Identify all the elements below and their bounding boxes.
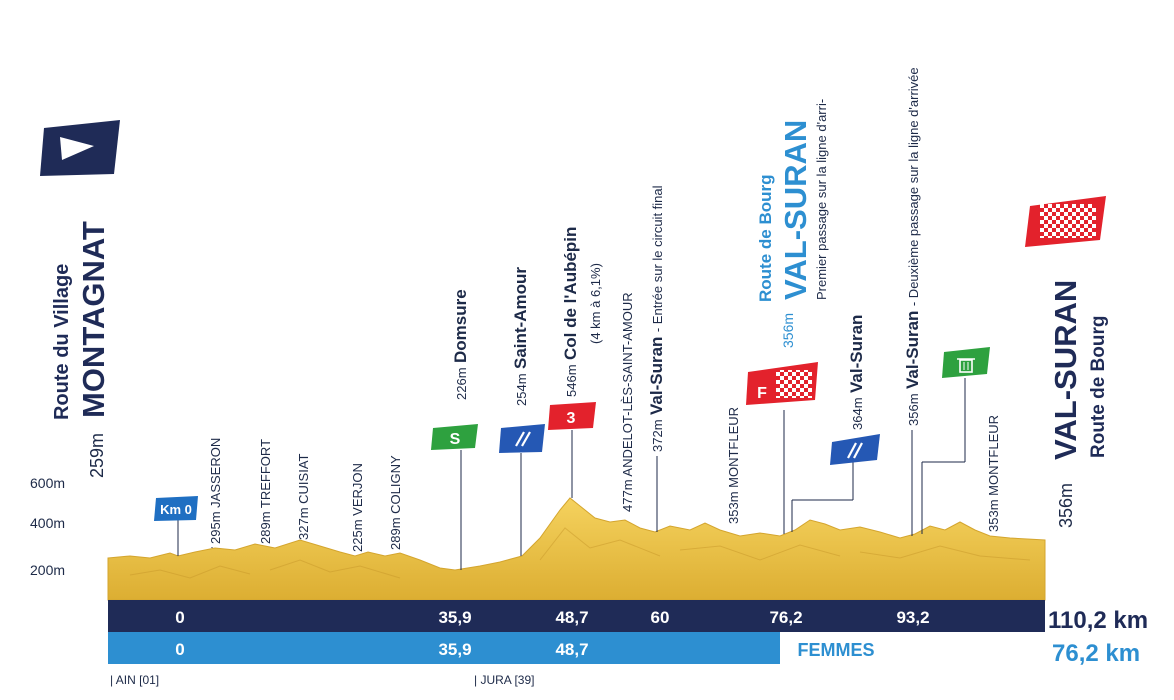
finish-checker-icon — [1040, 204, 1096, 238]
finish-altitude: 356m — [1056, 483, 1076, 528]
women-distance-bar — [108, 632, 780, 664]
waypoint-col-aubepin: 546m Col de l'Aubépin — [561, 227, 580, 397]
climb-category-label: 3 — [567, 410, 576, 427]
feed-zone-slash-2-icon — [847, 442, 863, 459]
finish-sub: Route de Bourg — [1088, 316, 1109, 459]
waypoint-coligny: 289m COLIGNY — [388, 455, 403, 550]
finish-town: VAL-SURAN — [1048, 280, 1083, 460]
sprint-badge-icon — [431, 424, 478, 450]
waypoint-poles — [211, 378, 966, 570]
men-km-93-2: 93,2 — [896, 608, 929, 627]
border-jura: | JURA [39] — [474, 673, 534, 687]
km0-marker — [154, 496, 198, 521]
trash-bin-icon — [957, 358, 975, 373]
feed-zone-badge-2-icon — [830, 434, 880, 465]
waypoint-cuisiat: 327m CUISIAT — [296, 453, 311, 540]
waypoint-montfleur-2: 353m MONTFLEUR — [986, 415, 1001, 532]
waypoint-saint-amour: 254m Saint-Amour — [511, 267, 530, 406]
intermediate-finish-note: Premier passage sur la ligne d'arri- — [814, 99, 829, 300]
men-distance-bar — [108, 600, 1045, 632]
men-km-60: 60 — [651, 608, 670, 627]
waypoint-treffort: 289m TREFFORT — [258, 439, 273, 544]
y-axis-label-200: 200m — [30, 562, 65, 578]
waypoint-montfleur-1: 353m MONTFLEUR — [726, 407, 741, 524]
women-km-0: 0 — [175, 640, 184, 659]
start-town: MONTAGNAT — [76, 221, 111, 418]
y-axis-label-600: 600m — [30, 475, 65, 491]
intermediate-finish-town: VAL-SURAN — [778, 120, 813, 300]
start-sub: Route du Village — [51, 264, 73, 420]
feed-zone-badge-icon — [499, 424, 545, 453]
women-finish-checker-icon — [776, 370, 812, 398]
waypoint-jasseron: 295m JASSERON — [208, 438, 223, 544]
intermediate-finish-altitude: 356m — [780, 313, 796, 348]
women-finish-label: F — [757, 385, 767, 402]
play-triangle-icon — [60, 137, 94, 160]
intermediate-finish-sub: Route de Bourg — [756, 175, 775, 303]
men-total-distance: 110,2 km — [1048, 607, 1148, 634]
y-axis-label-400: 400m — [30, 515, 65, 531]
waypoint-verjon: 225m VERJON — [350, 463, 365, 552]
waypoint-val-suran-second: 356m Val-Suran - Deuxième passage sur la… — [903, 67, 922, 426]
men-km-0: 0 — [175, 608, 184, 627]
climb-category-badge-icon — [548, 402, 596, 430]
waypoint-val-suran-entry: 372m Val-Suran - Entrée sur le circuit f… — [647, 185, 666, 452]
women-label: FEMMES — [797, 640, 874, 660]
elevation-profile — [107, 497, 1046, 601]
km0-label: Km 0 — [160, 502, 192, 517]
waypoint-andelot: 477m ANDELOT-LÈS-SAINT-AMOUR — [620, 292, 635, 512]
profile-relief — [129, 527, 1031, 579]
waste-zone-badge-icon — [942, 347, 990, 378]
climb-note: (4 km à 6,1%) — [588, 263, 603, 344]
waypoint-val-suran-364: 364m Val-Suran — [847, 315, 866, 430]
border-ain: | AIN [01] — [110, 673, 159, 687]
men-km-76-2: 76,2 — [769, 608, 802, 627]
sprint-badge-label: S — [450, 431, 461, 448]
men-km-48-7: 48,7 — [555, 608, 588, 627]
women-km-48-7: 48,7 — [555, 640, 588, 659]
women-km-35-9: 35,9 — [438, 640, 471, 659]
start-altitude: 259m — [87, 433, 107, 478]
feed-zone-slash-icon — [515, 431, 531, 447]
men-km-35-9: 35,9 — [438, 608, 471, 627]
waypoint-domsure: 226m Domsure — [451, 289, 470, 400]
women-total-distance: 76,2 km — [1052, 640, 1140, 667]
